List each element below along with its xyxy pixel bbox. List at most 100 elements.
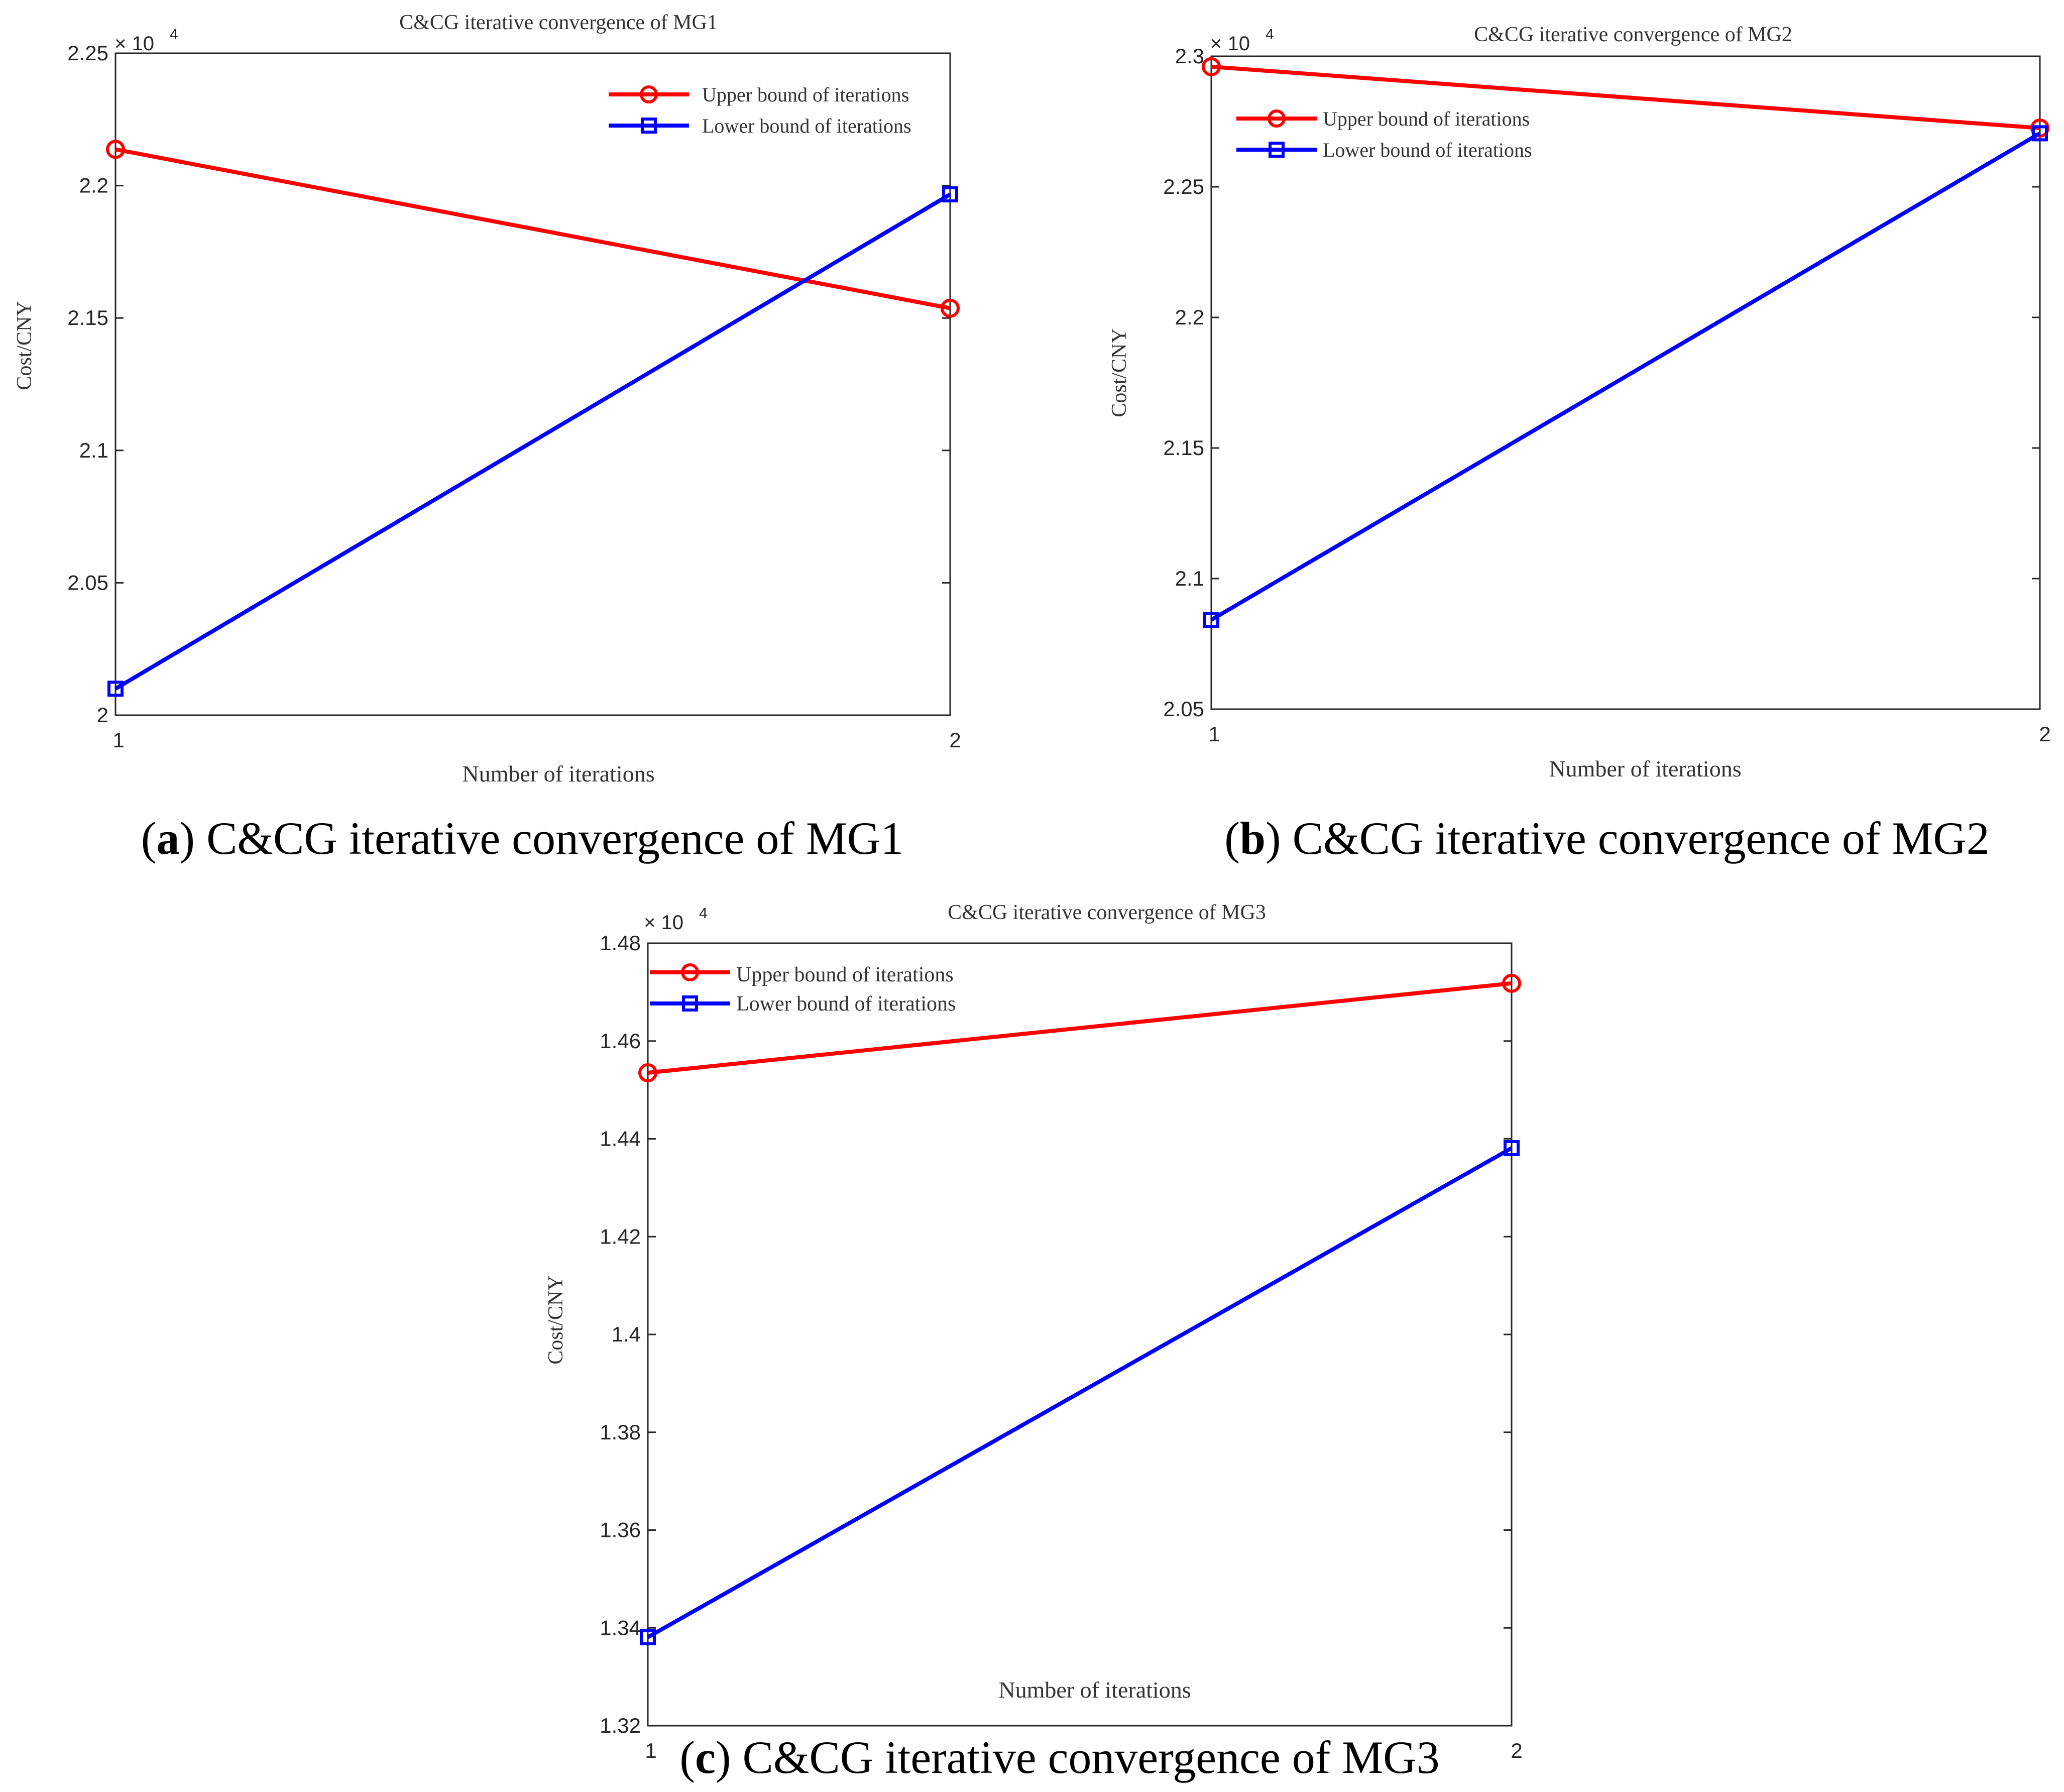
chart-b-upper-bound-line — [1211, 64, 2040, 130]
chart-a-exponent-power: 4 — [170, 26, 178, 43]
chart-b-x-tick-label: 2 — [2039, 722, 2050, 746]
chart-b-legend-lower-label: Lower bound of iterations — [1323, 139, 1532, 161]
chart-c-legend: Upper bound of iterations Lower bound of… — [650, 963, 956, 1016]
chart-c-caption-letter: c — [695, 1732, 716, 1783]
chart-a-x-tick-label: 2 — [949, 728, 961, 752]
chart-b-y-ticks: 2.05 2.1 2.15 2.2 2.25 2.3 — [1163, 44, 2040, 721]
chart-c-y-axis-label: Cost/CNY — [544, 1275, 567, 1364]
chart-b-lower-bound-point — [2032, 125, 2048, 142]
chart-b-plot-frame — [1210, 55, 2041, 710]
chart-c-exponent-power: 4 — [699, 905, 708, 922]
chart-a-y-tick-label: 2.1 — [79, 438, 108, 462]
chart-b-exponent-base: × 10 — [1210, 33, 1250, 55]
chart-c-y-tick-label: 1.46 — [600, 1029, 641, 1053]
chart-b: C&CG iterative convergence of MG2 × 10 4… — [1108, 23, 2051, 864]
chart-c-caption-text: C&CG iterative convergence of MG3 — [742, 1732, 1439, 1783]
chart-a-lower-bound-point — [942, 186, 958, 202]
chart-b-caption-text: C&CG iterative convergence of MG2 — [1293, 813, 1990, 864]
chart-c-legend-upper-label: Upper bound of iterations — [736, 963, 954, 986]
chart-a-series — [106, 140, 960, 697]
chart-c-legend-upper-marker — [681, 963, 699, 981]
chart-a-y-tick-label: 2.15 — [67, 306, 108, 329]
chart-b-y-axis-label: Cost/CNY — [1108, 328, 1131, 417]
chart-c-caption: (c) C&CG iterative convergence of MG3 — [679, 1732, 1439, 1783]
chart-b-lower-bound-line — [1210, 131, 2041, 622]
chart-b-lower-bound-point — [1203, 612, 1219, 628]
chart-a-legend-upper-marker — [640, 85, 658, 103]
chart-a-exponent: × 10 4 — [114, 26, 178, 55]
chart-b-caption-letter: b — [1240, 813, 1266, 864]
chart-a-caption-text: C&CG iterative convergence of MG1 — [206, 813, 903, 864]
chart-c-lower-bound-point — [640, 1629, 656, 1645]
chart-a-upper-bound-point — [941, 298, 960, 318]
chart-c-y-tick-label: 1.34 — [600, 1616, 641, 1639]
chart-c-legend-lower-marker — [682, 995, 698, 1012]
chart-c-y-tick-label: 1.32 — [600, 1714, 641, 1737]
chart-b-legend: Upper bound of iterations Lower bound of… — [1236, 107, 1532, 161]
chart-c-y-tick-label: 1.44 — [600, 1127, 641, 1151]
chart-c-exponent: × 10 4 — [644, 905, 708, 934]
chart-b-legend-lower-marker — [1269, 142, 1285, 158]
chart-a-legend-lower-label: Lower bound of iterations — [702, 115, 911, 137]
chart-b-legend-upper-marker — [1268, 109, 1286, 128]
chart-c-lower-bound-point — [1504, 1140, 1520, 1157]
chart-b-x-tick-label: 1 — [1208, 722, 1220, 746]
chart-c-y-tick-label: 1.4 — [612, 1322, 641, 1346]
chart-b-y-tick-label: 2.1 — [1175, 567, 1204, 590]
chart-a-x-axis-label: Number of iterations — [462, 761, 654, 787]
chart-b-legend-upper-label: Upper bound of iterations — [1323, 107, 1530, 130]
chart-a-legend-upper-label: Upper bound of iterations — [702, 83, 909, 106]
chart-a-y-ticks: 2 2.05 2.1 2.15 2.2 2.25 — [67, 41, 950, 727]
chart-c-x-tick-label: 2 — [1511, 1739, 1522, 1762]
chart-b-title: C&CG iterative convergence of MG2 — [1474, 23, 1792, 46]
chart-a-y-tick-label: 2.05 — [67, 571, 108, 594]
chart-c-y-tick-label: 1.42 — [600, 1224, 641, 1248]
chart-b-upper-bound-point — [1202, 57, 1221, 76]
chart-b-caption: (b) C&CG iterative convergence of MG2 — [1224, 813, 1990, 864]
chart-c-y-ticks: 1.32 1.34 1.36 1.38 1.4 1.42 1.44 1.46 1.48 — [600, 931, 1512, 1737]
chart-b-y-tick-label: 2.25 — [1163, 175, 1204, 198]
chart-a-legend: Upper bound of iterations Lower bound of… — [609, 83, 911, 137]
chart-a-lower-bound-point — [107, 681, 124, 697]
chart-a: C&CG iterative convergence of MG1 × 10 4… — [13, 11, 961, 864]
chart-a-plot-frame — [114, 52, 951, 716]
chart-b-x-axis-label: Number of iterations — [1549, 756, 1741, 781]
chart-a-title: C&CG iterative convergence of MG1 — [399, 11, 718, 34]
chart-c-legend-lower-label: Lower bound of iterations — [736, 992, 956, 1016]
chart-b-exponent-power: 4 — [1266, 26, 1274, 43]
chart-c-x-axis-label: Number of iterations — [998, 1677, 1191, 1703]
chart-a-x-tick-label: 1 — [112, 728, 124, 752]
chart-c-title: C&CG iterative convergence of MG3 — [948, 901, 1266, 924]
chart-a-y-tick-label: 2.2 — [79, 174, 108, 197]
chart-c-upper-bound-point — [638, 1063, 657, 1083]
chart-a-exponent-base: × 10 — [114, 33, 154, 55]
chart-b-y-tick-label: 2.15 — [1163, 436, 1204, 460]
chart-a-caption-letter: a — [156, 813, 179, 864]
chart-b-y-tick-label: 2.3 — [1175, 44, 1204, 68]
chart-c: C&CG iterative convergence of MG3 × 10 4… — [544, 901, 1523, 1783]
chart-c-y-tick-label: 1.38 — [600, 1420, 641, 1444]
chart-b-y-tick-label: 2.05 — [1163, 697, 1204, 721]
chart-c-upper-bound-line — [647, 981, 1512, 1075]
chart-c-x-tick-label: 1 — [645, 1739, 656, 1762]
chart-a-y-tick-label: 2 — [97, 703, 108, 727]
chart-b-series — [1202, 57, 2049, 628]
chart-a-upper-bound-line — [115, 147, 951, 310]
chart-a-upper-bound-point — [106, 140, 125, 159]
chart-c-upper-bound-point — [1502, 973, 1521, 993]
chart-c-y-tick-label: 1.48 — [600, 931, 641, 955]
chart-a-y-tick-label: 2.25 — [67, 41, 108, 65]
chart-b-y-tick-label: 2.2 — [1175, 305, 1204, 329]
chart-a-y-axis-label: Cost/CNY — [13, 301, 36, 390]
chart-a-lower-bound-line — [114, 192, 952, 691]
chart-c-exponent-base: × 10 — [644, 912, 683, 934]
chart-c-series — [638, 973, 1521, 1645]
chart-c-y-tick-label: 1.36 — [600, 1518, 641, 1542]
chart-a-legend-lower-marker — [641, 118, 657, 134]
chart-c-lower-bound-line — [647, 1146, 1513, 1639]
